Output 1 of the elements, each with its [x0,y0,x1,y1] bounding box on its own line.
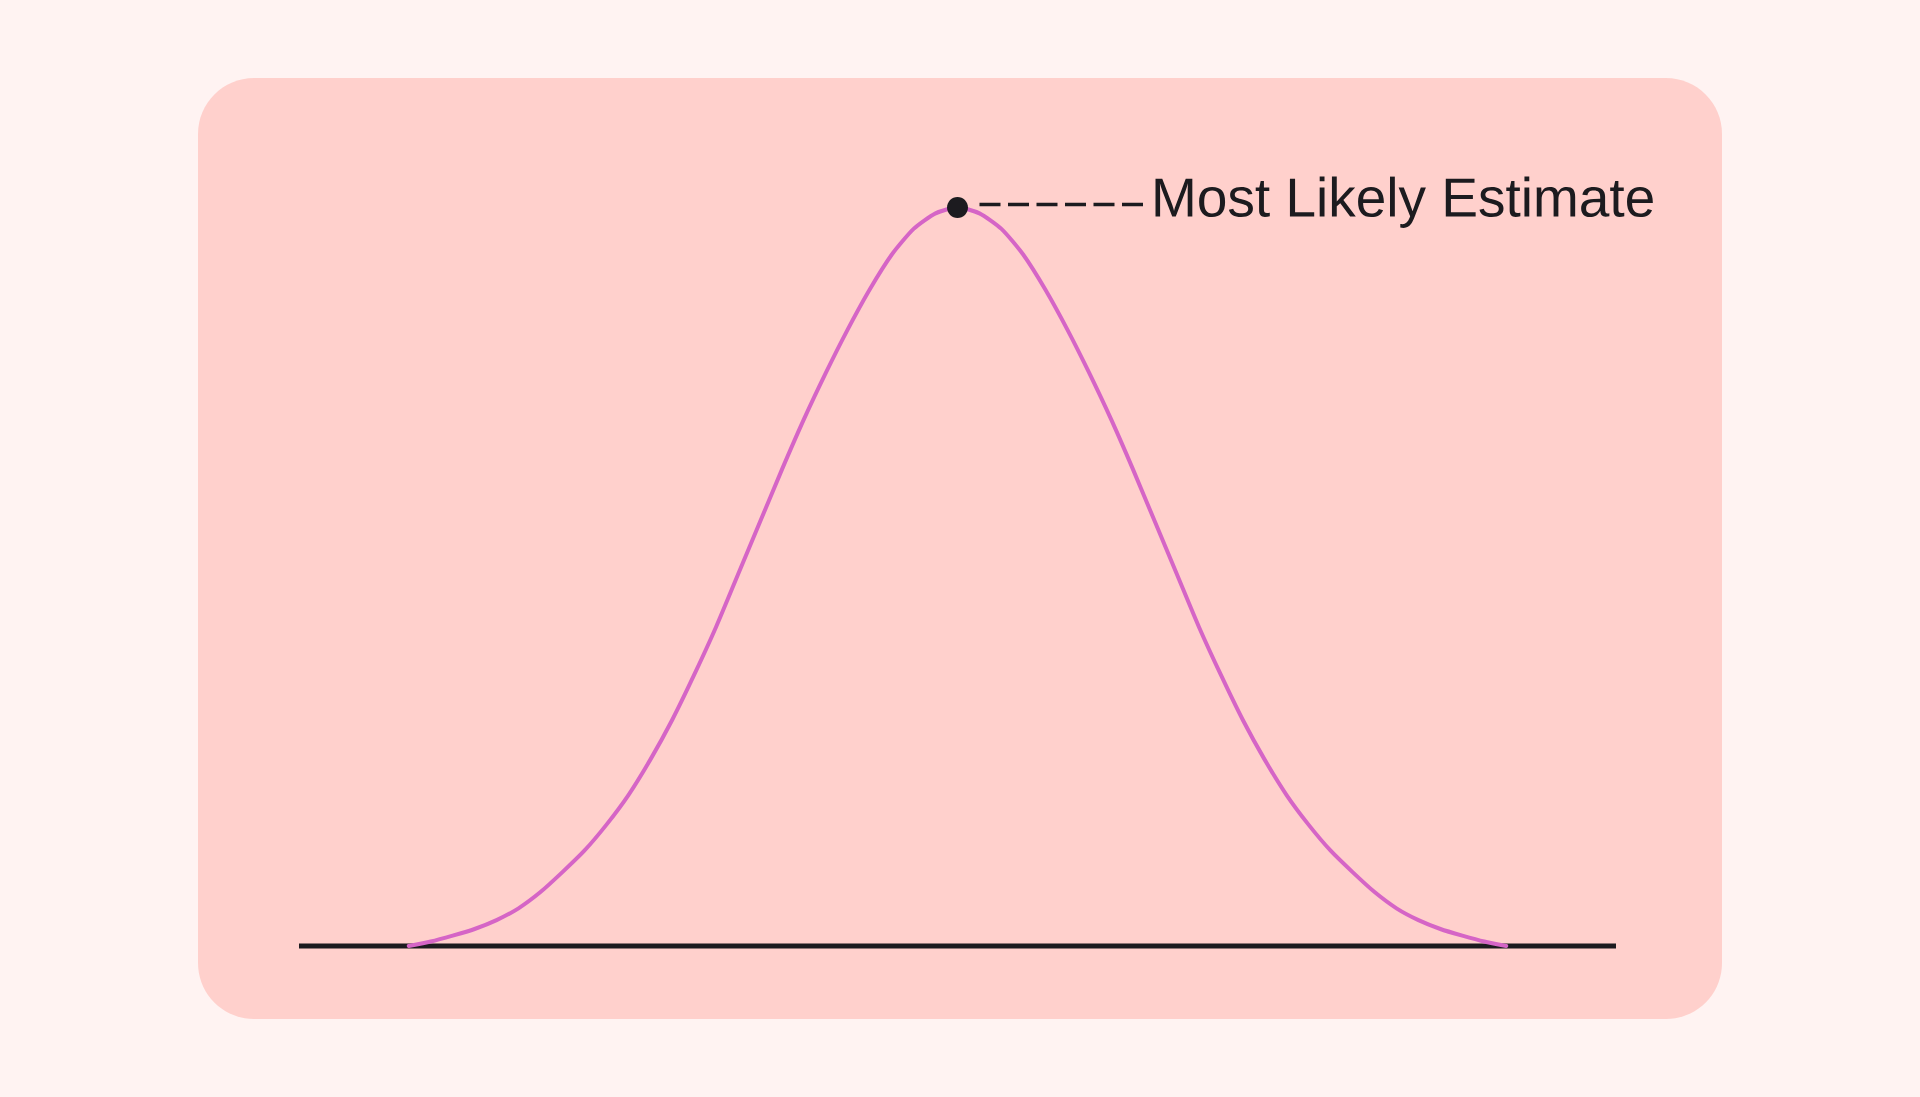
annotation: Most Likely Estimate [1155,176,1653,228]
